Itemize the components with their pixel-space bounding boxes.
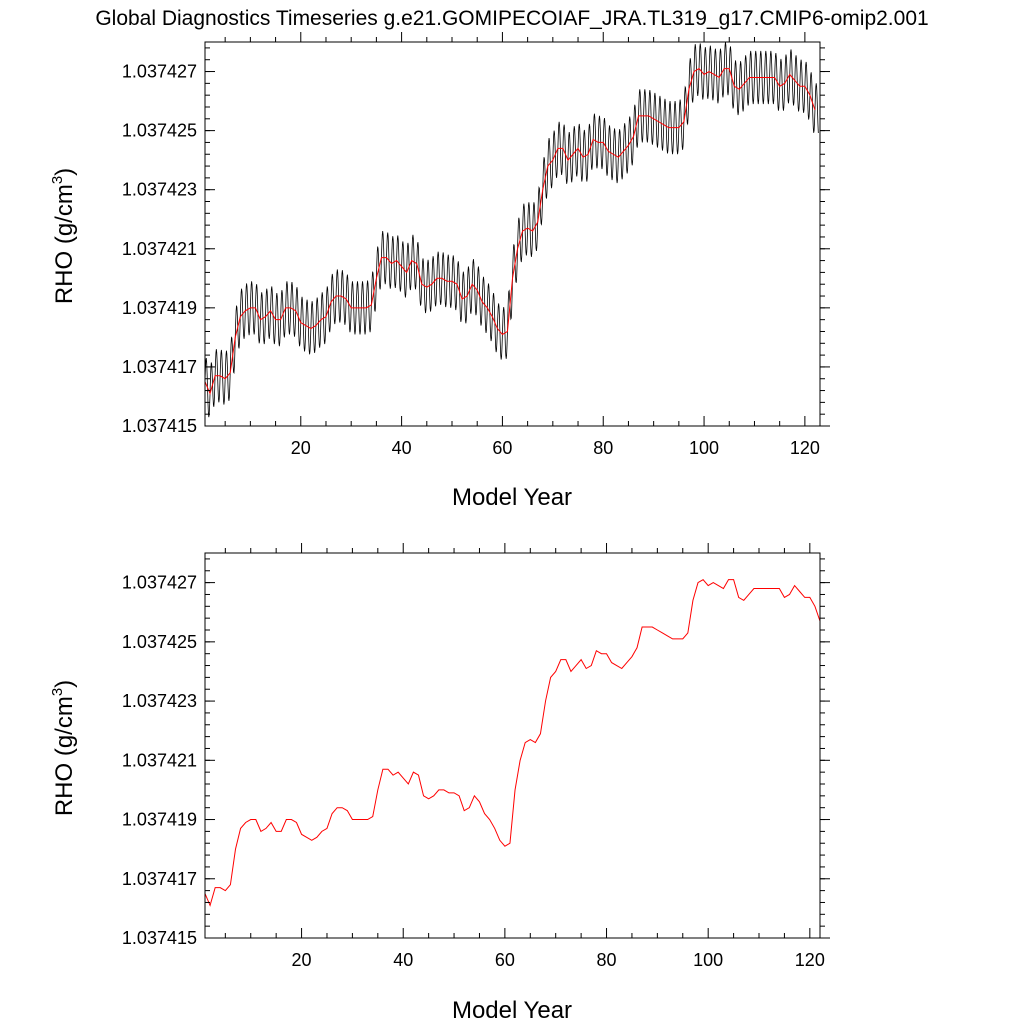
y-axis-label: RHO (g/cm3) bbox=[49, 680, 78, 816]
y-axis-label-superscript: 3 bbox=[49, 176, 66, 184]
y-tick-label: 1.037427 bbox=[122, 573, 197, 593]
x-tick-label: 20 bbox=[291, 438, 311, 458]
monthly-series bbox=[204, 41, 819, 418]
y-tick-label: 1.037415 bbox=[122, 416, 197, 436]
y-tick-label: 1.037425 bbox=[122, 121, 197, 141]
x-tick-label: 100 bbox=[693, 950, 723, 970]
y-tick-label: 1.037419 bbox=[122, 298, 197, 318]
plot-frame bbox=[204, 41, 821, 427]
y-tick-label: 1.037419 bbox=[122, 810, 197, 830]
x-tick-label: 60 bbox=[492, 438, 512, 458]
plot-frame bbox=[204, 552, 821, 939]
annual-mean-series bbox=[204, 67, 816, 396]
y-axis-label: RHO (g/cm3) bbox=[49, 168, 78, 304]
annual-mean-line bbox=[204, 579, 821, 907]
x-tick-label: 20 bbox=[292, 950, 312, 970]
axis-ticks: 20 40 60 80 100 120 1.037415 1.037417 1.037419 1.… bbox=[122, 32, 830, 458]
x-tick-label: 40 bbox=[393, 950, 413, 970]
annual-mean-line bbox=[204, 67, 816, 396]
x-axis-label: Model Year bbox=[452, 997, 572, 1024]
panel-annual: 20 40 60 80 100 120 1.037415 1.037417 1.037419 1.… bbox=[49, 543, 830, 1024]
x-tick-label: 120 bbox=[795, 950, 825, 970]
y-axis-label-main: RHO (g/cm bbox=[51, 184, 78, 304]
y-tick-label: 1.037415 bbox=[122, 928, 197, 948]
x-axis-label: Model Year bbox=[452, 484, 572, 511]
y-tick-label: 1.037427 bbox=[122, 62, 197, 82]
x-tick-label: 80 bbox=[597, 950, 617, 970]
x-tick-label: 100 bbox=[689, 438, 719, 458]
y-tick-label: 1.037423 bbox=[122, 691, 197, 711]
y-tick-label: 1.037421 bbox=[122, 239, 197, 259]
y-axis-label-superscript: 3 bbox=[49, 688, 66, 696]
y-axis-label-main: RHO (g/cm bbox=[51, 696, 78, 816]
y-axis-label-suffix: ) bbox=[51, 168, 78, 176]
x-tick-label: 60 bbox=[495, 950, 515, 970]
axis-ticks: 20 40 60 80 100 120 1.037415 1.037417 1.037419 1.… bbox=[122, 543, 830, 970]
figure-title: Global Diagnostics Timeseries g.e21.GOMI… bbox=[95, 7, 928, 30]
y-axis-label-suffix: ) bbox=[51, 680, 78, 688]
x-tick-label: 80 bbox=[593, 438, 613, 458]
x-tick-label: 120 bbox=[790, 438, 820, 458]
y-tick-label: 1.037423 bbox=[122, 180, 197, 200]
y-tick-label: 1.037417 bbox=[122, 869, 197, 889]
y-tick-label: 1.037421 bbox=[122, 750, 197, 770]
x-tick-label: 40 bbox=[392, 438, 412, 458]
y-tick-label: 1.037425 bbox=[122, 632, 197, 652]
panel-monthly-and-annual: 20 40 60 80 100 120 1.037415 1.037417 1.037419 1.… bbox=[49, 32, 830, 511]
y-tick-label: 1.037417 bbox=[122, 357, 197, 377]
monthly-line bbox=[204, 41, 819, 418]
annual-mean-series bbox=[204, 579, 821, 907]
